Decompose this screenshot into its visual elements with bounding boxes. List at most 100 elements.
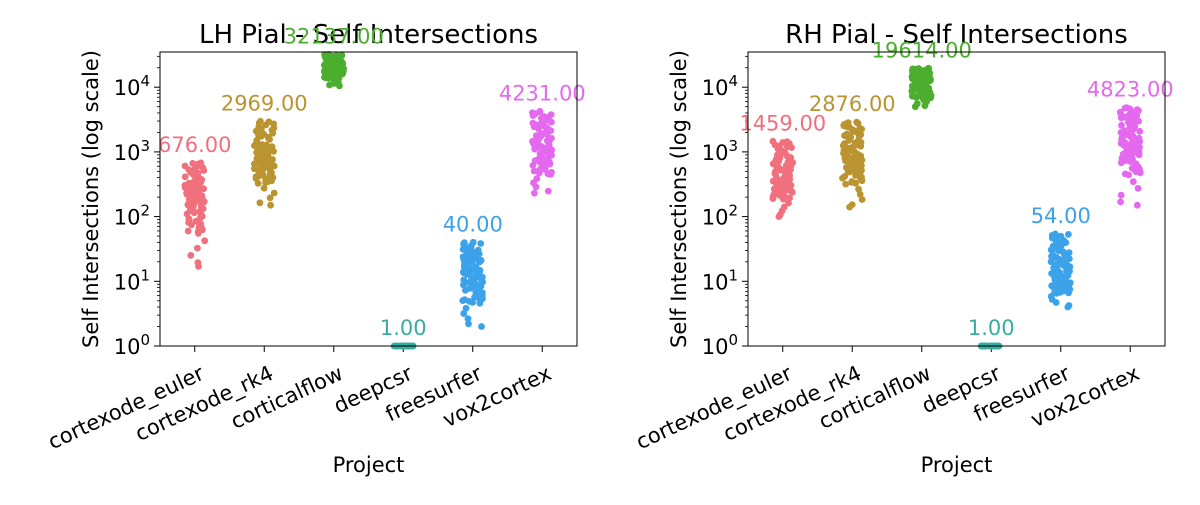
data-point xyxy=(460,276,468,284)
data-point xyxy=(1064,303,1072,311)
data-point xyxy=(257,117,264,125)
data-point xyxy=(856,190,864,198)
plot-frame xyxy=(159,51,578,347)
max-value-label: 40.00 xyxy=(443,212,503,236)
data-point xyxy=(1134,185,1142,192)
data-point xyxy=(855,185,862,193)
chart-title: LH Pial - Self Intersections xyxy=(199,20,538,50)
max-value-label: 1.00 xyxy=(968,316,1015,340)
data-point xyxy=(1133,106,1141,114)
data-point xyxy=(843,130,851,138)
data-point xyxy=(775,213,783,221)
data-point xyxy=(1135,134,1143,142)
y-tick-label: 100 xyxy=(702,331,738,359)
data-point xyxy=(189,160,197,167)
data-point xyxy=(548,168,555,176)
max-value-label: 2969.00 xyxy=(221,91,308,115)
data-point xyxy=(1121,170,1129,178)
y-tick-label: 104 xyxy=(114,72,150,100)
data-point xyxy=(780,203,788,211)
data-point xyxy=(181,173,189,181)
data-point xyxy=(251,165,258,173)
y-tick-label: 101 xyxy=(702,266,738,294)
x-axis-ticks: cortexode_eulercortexode_rk4corticalflow… xyxy=(44,346,555,455)
data-point xyxy=(844,119,852,126)
data-point xyxy=(265,118,273,126)
data-point xyxy=(531,189,538,197)
data-point xyxy=(270,189,278,197)
data-point xyxy=(187,252,195,259)
data-point xyxy=(197,159,205,167)
data-point xyxy=(1049,251,1057,259)
data-point xyxy=(253,137,261,144)
data-point xyxy=(338,51,346,59)
data-point xyxy=(533,175,541,183)
data-point xyxy=(530,167,538,175)
data-point xyxy=(266,194,274,202)
data-point xyxy=(1117,198,1124,206)
data-point xyxy=(194,244,201,252)
data-point xyxy=(1117,191,1125,199)
max-value-label: 54.00 xyxy=(1031,204,1091,228)
data-point xyxy=(842,180,850,188)
lh-pial-panel: LH Pial - Self Intersections Self Inters… xyxy=(44,20,585,477)
y-tick-label: 102 xyxy=(702,202,738,230)
max-value-label: 4823.00 xyxy=(1087,78,1174,102)
data-point xyxy=(548,134,555,142)
data-point xyxy=(544,187,552,195)
max-value-label: 32137.00 xyxy=(284,24,384,48)
y-axis-ticks: 100 101 102 103 104 xyxy=(114,55,160,359)
data-point xyxy=(1117,108,1124,116)
data-point xyxy=(464,315,472,323)
max-value-label: 4231.00 xyxy=(499,81,586,105)
data-point xyxy=(1133,201,1141,209)
max-value-label: 2876.00 xyxy=(809,92,896,116)
data-point xyxy=(529,109,536,117)
data-point xyxy=(472,280,480,288)
y-axis-ticks: 100 101 102 103 104 xyxy=(702,55,748,359)
data-point xyxy=(201,237,209,245)
data-point xyxy=(462,304,470,312)
data-point xyxy=(911,103,919,111)
data-point xyxy=(841,173,849,180)
data-point xyxy=(848,178,856,185)
data-point xyxy=(325,51,333,58)
data-point xyxy=(195,263,202,270)
data-point xyxy=(1136,127,1144,135)
data-point xyxy=(336,82,343,90)
data-point xyxy=(184,227,192,235)
data-point xyxy=(267,201,274,209)
data-point xyxy=(469,238,477,246)
data-point xyxy=(1048,270,1055,277)
data-point xyxy=(1129,178,1137,186)
data-point xyxy=(909,65,917,73)
max-labels: 676.00 2969.00 32137.00 1.00 40.00 4231.00 xyxy=(158,24,586,340)
data-point xyxy=(1120,127,1128,134)
data-point xyxy=(465,320,472,328)
data-point xyxy=(1057,232,1065,240)
data-point xyxy=(769,137,777,145)
data-point xyxy=(181,162,189,170)
data-point xyxy=(529,119,537,127)
data-point xyxy=(1051,230,1059,238)
y-tick-label: 102 xyxy=(114,202,150,230)
x-axis-label: Project xyxy=(333,453,405,477)
data-point xyxy=(846,203,853,211)
data-point xyxy=(915,65,922,72)
data-point xyxy=(477,240,485,247)
data-point xyxy=(200,185,208,193)
data-point xyxy=(461,296,469,304)
data-point xyxy=(478,323,485,330)
y-tick-label: 103 xyxy=(114,137,150,165)
max-value-label: 19614.00 xyxy=(872,38,972,62)
y-tick-label: 100 xyxy=(114,331,150,359)
data-point xyxy=(1123,104,1131,112)
data-point xyxy=(853,118,861,126)
strip-points xyxy=(181,51,555,350)
x-axis-label: Project xyxy=(921,453,993,477)
y-axis-label: Self Intersections (log scale) xyxy=(667,50,691,348)
plot-frame xyxy=(747,51,1166,347)
data-point xyxy=(858,196,866,203)
